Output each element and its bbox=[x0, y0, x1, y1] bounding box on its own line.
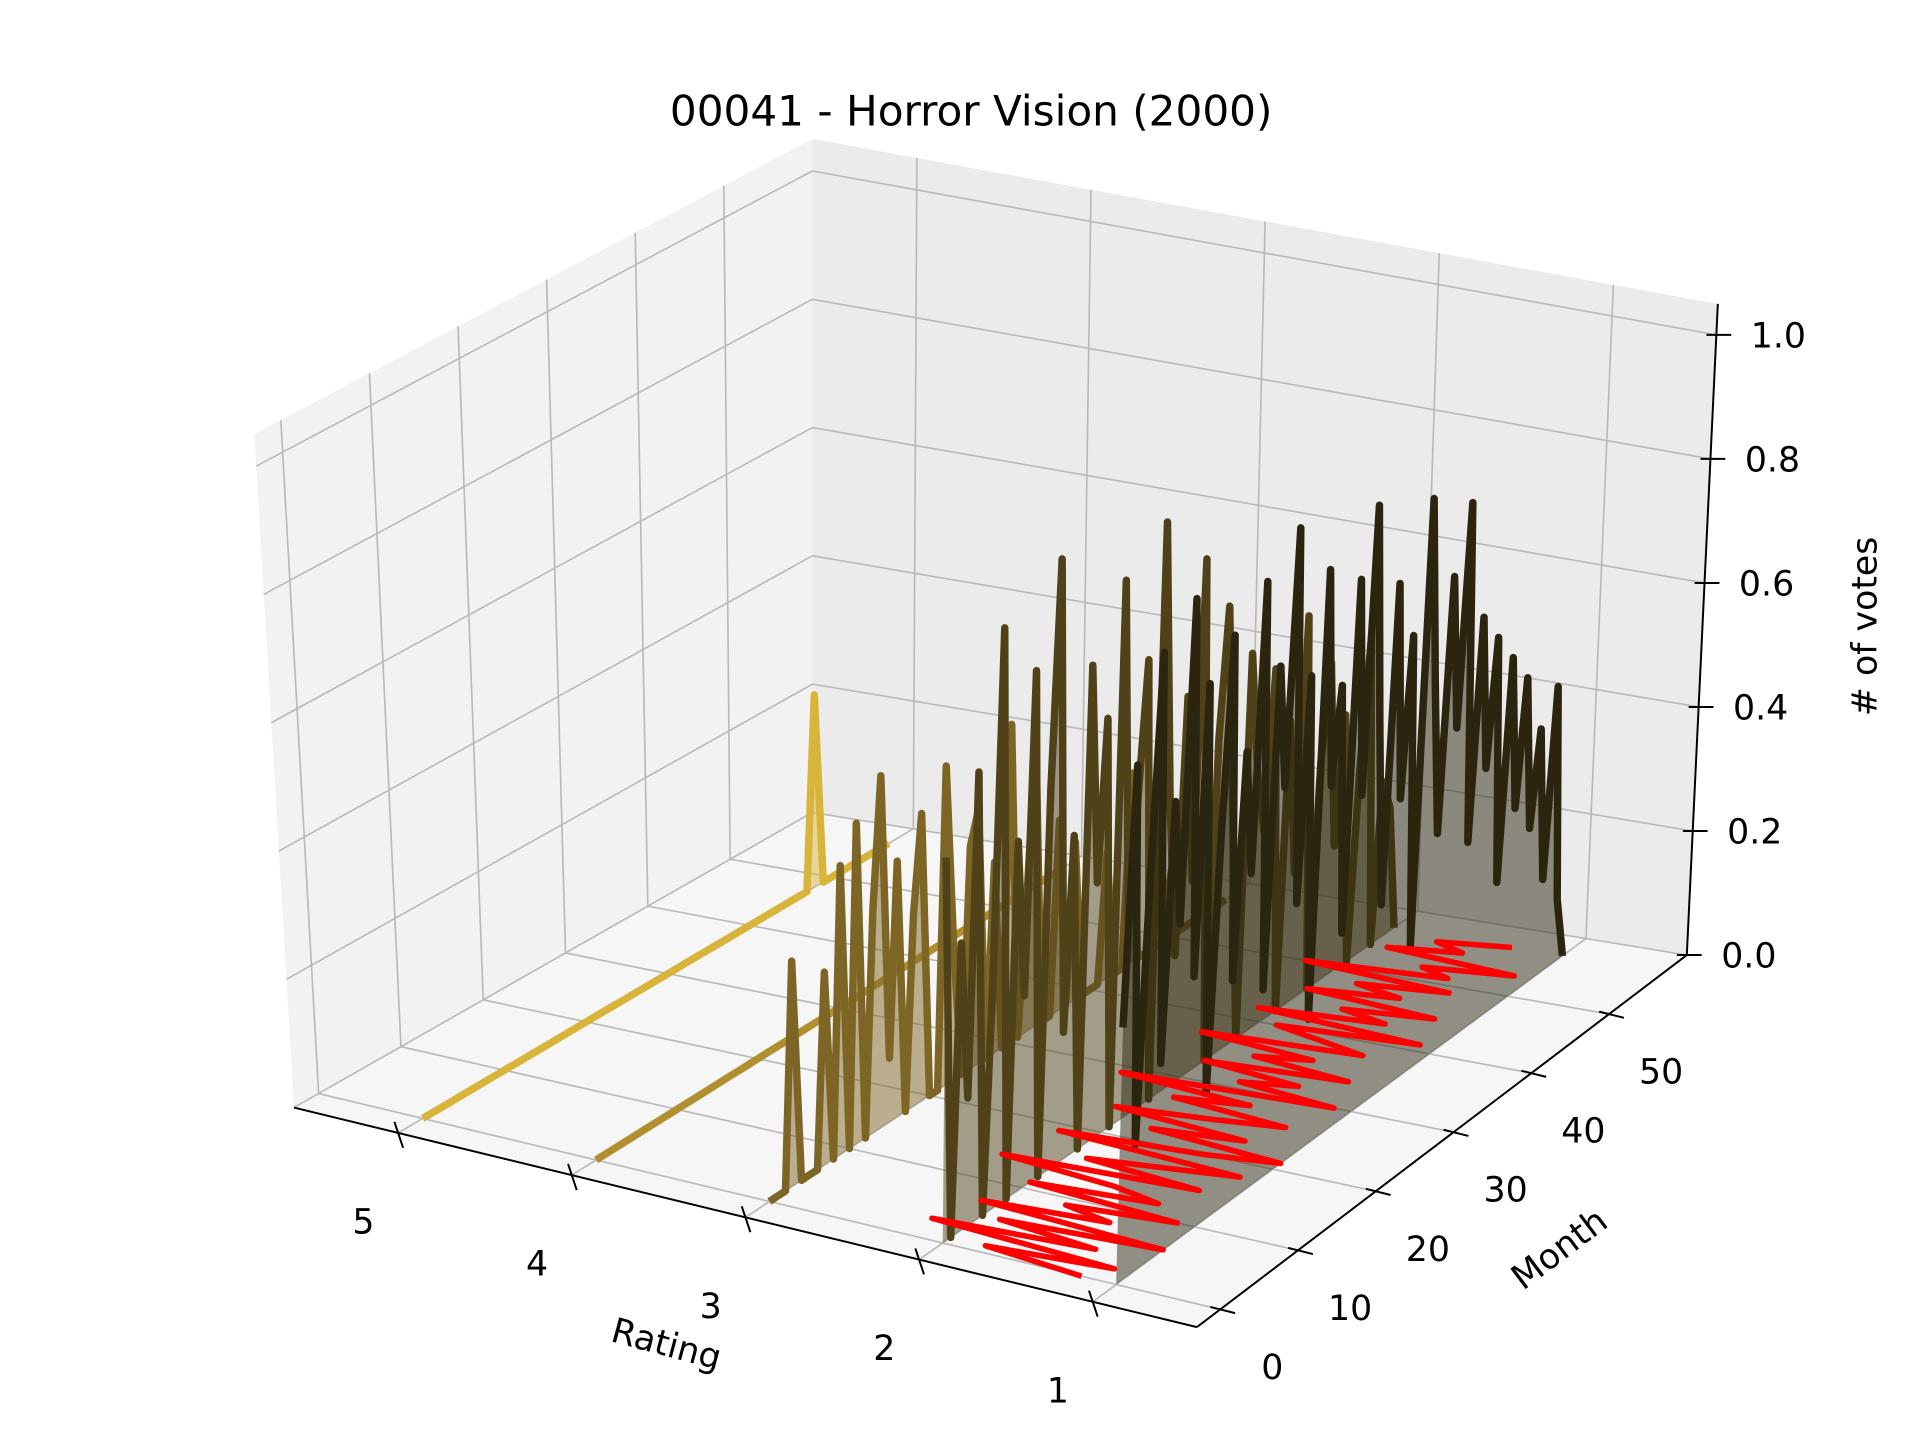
grid-line bbox=[263, 298, 813, 596]
axis-line bbox=[1196, 954, 1688, 1328]
x-tick-label: 3 bbox=[700, 1287, 722, 1327]
pane-left bbox=[254, 138, 813, 1108]
tick-mark bbox=[1088, 1290, 1099, 1317]
x-tick-label: 2 bbox=[873, 1329, 895, 1369]
tick-mark bbox=[914, 1248, 925, 1275]
grid-line bbox=[285, 683, 813, 981]
grid-line bbox=[812, 170, 1717, 336]
grid-line bbox=[457, 326, 485, 1000]
grid-line bbox=[1080, 189, 1092, 857]
tick-mark bbox=[1210, 1305, 1236, 1315]
tick-mark bbox=[1365, 1187, 1391, 1196]
tick-mark bbox=[1521, 1069, 1547, 1078]
series-line bbox=[1119, 494, 1567, 1149]
grid-line bbox=[270, 426, 813, 724]
x-tick-label: 1 bbox=[1047, 1371, 1069, 1411]
grid-line bbox=[293, 811, 813, 1109]
x-tick-label: 4 bbox=[526, 1245, 548, 1285]
grid-line bbox=[278, 555, 813, 852]
grid-line bbox=[545, 279, 567, 953]
tick-mark bbox=[393, 1121, 405, 1149]
grid-line bbox=[1585, 284, 1615, 939]
grid-line bbox=[368, 373, 402, 1047]
grid-line bbox=[280, 420, 320, 1094]
z-tick-label: 0.2 bbox=[1727, 812, 1782, 852]
tick-mark bbox=[1598, 1010, 1625, 1019]
grid-line bbox=[723, 185, 731, 860]
y-tick-label: 10 bbox=[1328, 1289, 1372, 1329]
z-axis-label: # of votes bbox=[1846, 537, 1886, 716]
y-axis-label: Month bbox=[1504, 1201, 1615, 1298]
z-tick-label: 0.8 bbox=[1745, 440, 1800, 480]
axis-line bbox=[1685, 303, 1719, 956]
series-line bbox=[420, 691, 891, 1122]
z-tick-label: 0.4 bbox=[1733, 688, 1788, 728]
trend-line bbox=[929, 938, 1518, 1279]
tick-mark bbox=[1287, 1246, 1314, 1256]
z-tick-label: 0.6 bbox=[1739, 564, 1794, 604]
chart-title: 00041 - Horror Vision (2000) bbox=[670, 87, 1273, 136]
x-tick-label: 5 bbox=[352, 1202, 374, 1242]
tick-mark bbox=[740, 1205, 752, 1233]
y-tick-label: 40 bbox=[1561, 1112, 1605, 1152]
tick-mark bbox=[1443, 1128, 1469, 1137]
grid-line bbox=[812, 555, 1699, 708]
z-tick-label: 0.0 bbox=[1721, 937, 1776, 977]
grid-line bbox=[634, 232, 649, 907]
grid-line bbox=[812, 426, 1705, 584]
y-tick-label: 0 bbox=[1261, 1348, 1283, 1388]
z-tick-label: 1.0 bbox=[1751, 316, 1806, 356]
y-tick-label: 30 bbox=[1484, 1171, 1528, 1211]
grid-line bbox=[912, 157, 918, 829]
grid-line bbox=[255, 170, 813, 467]
y-tick-label: 20 bbox=[1406, 1230, 1450, 1270]
y-tick-label: 50 bbox=[1639, 1053, 1683, 1093]
tick-mark bbox=[567, 1163, 578, 1191]
grid-line bbox=[812, 298, 1711, 460]
